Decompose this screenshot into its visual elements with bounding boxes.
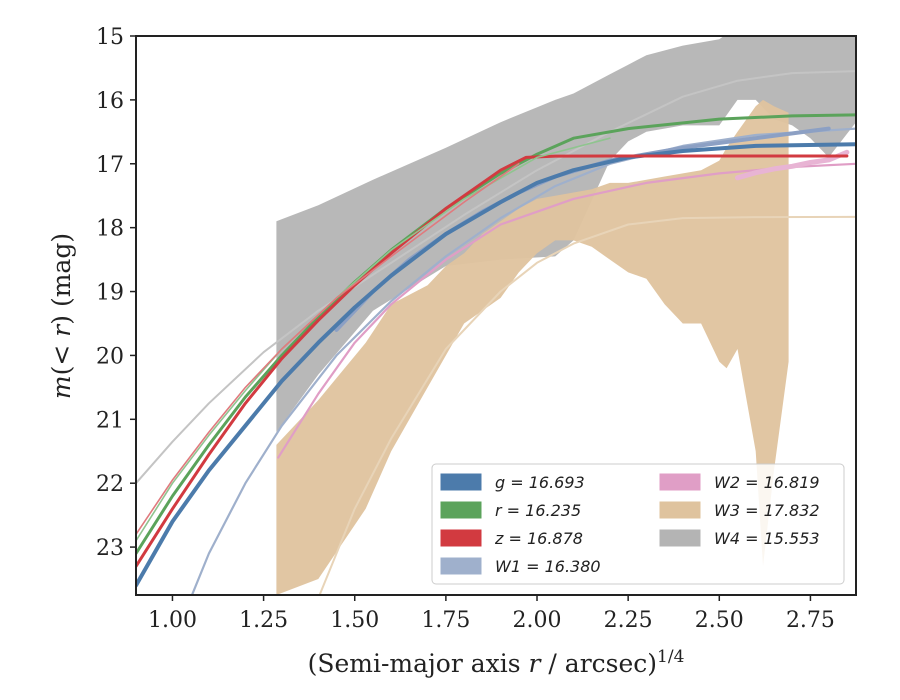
x-axis: 1.00 1.25 1.50 1.75 2.00 2.25 2.50 2.75 (148, 595, 835, 633)
legend-entry: W3 = 17.832 (714, 501, 820, 520)
legend-swatch (659, 473, 701, 491)
x-tick-label: 1.75 (421, 608, 470, 633)
y-tick-label: 16 (96, 89, 124, 114)
legend-swatch (440, 529, 482, 547)
y-tick-label: 22 (96, 472, 124, 497)
y-axis-label: m(< r) (mag) (47, 233, 76, 399)
legend: g = 16.693 r = 16.235 z = 16.878 W1 = 16.38… (431, 463, 845, 585)
legend-entry: W1 = 16.380 (495, 557, 601, 576)
x-tick-label: 1.50 (330, 608, 379, 633)
x-axis-label: (Semi-major axis r / arcsec)1/4 (308, 647, 685, 678)
legend-swatch (659, 501, 701, 519)
y-axis: 15 16 17 18 19 20 21 22 23 (96, 25, 136, 561)
legend-entry: z = 16.878 (494, 529, 583, 548)
x-tick-label: 2.00 (513, 608, 562, 633)
plot-area (136, 36, 856, 595)
legend-entry: W2 = 16.819 (714, 473, 820, 492)
band-w3 (276, 99, 789, 595)
x-tick-label: 2.50 (695, 608, 744, 633)
series-line-g (136, 142, 856, 588)
y-tick-label: 18 (96, 217, 124, 242)
legend-entry: W4 = 15.553 (714, 529, 820, 548)
legend-entry: g = 16.693 (495, 473, 585, 492)
y-tick-label: 15 (96, 25, 124, 50)
y-tick-label: 21 (96, 408, 124, 433)
y-tick-label: 19 (96, 281, 124, 306)
x-tick-label: 1.00 (148, 608, 197, 633)
legend-swatch (440, 501, 482, 519)
x-tick-label: 2.25 (604, 608, 653, 633)
y-tick-label: 20 (96, 344, 124, 369)
legend-swatch (440, 473, 482, 491)
series-line-w4 (136, 70, 856, 485)
y-tick-label: 23 (96, 536, 124, 561)
x-tick-label: 2.75 (786, 608, 835, 633)
legend-entry: r = 16.235 (495, 501, 581, 520)
plot-frame (135, 35, 857, 596)
series-line-w2 (277, 162, 856, 459)
series-line-w2-err (735, 149, 850, 181)
series-line-z-light (136, 163, 520, 536)
legend-swatch (659, 529, 701, 547)
series-line-w3 (318, 215, 856, 595)
x-tick-label: 1.25 (239, 608, 288, 633)
y-tick-label: 17 (96, 153, 124, 178)
legend-frame (431, 463, 845, 585)
legend-swatch (440, 557, 482, 575)
